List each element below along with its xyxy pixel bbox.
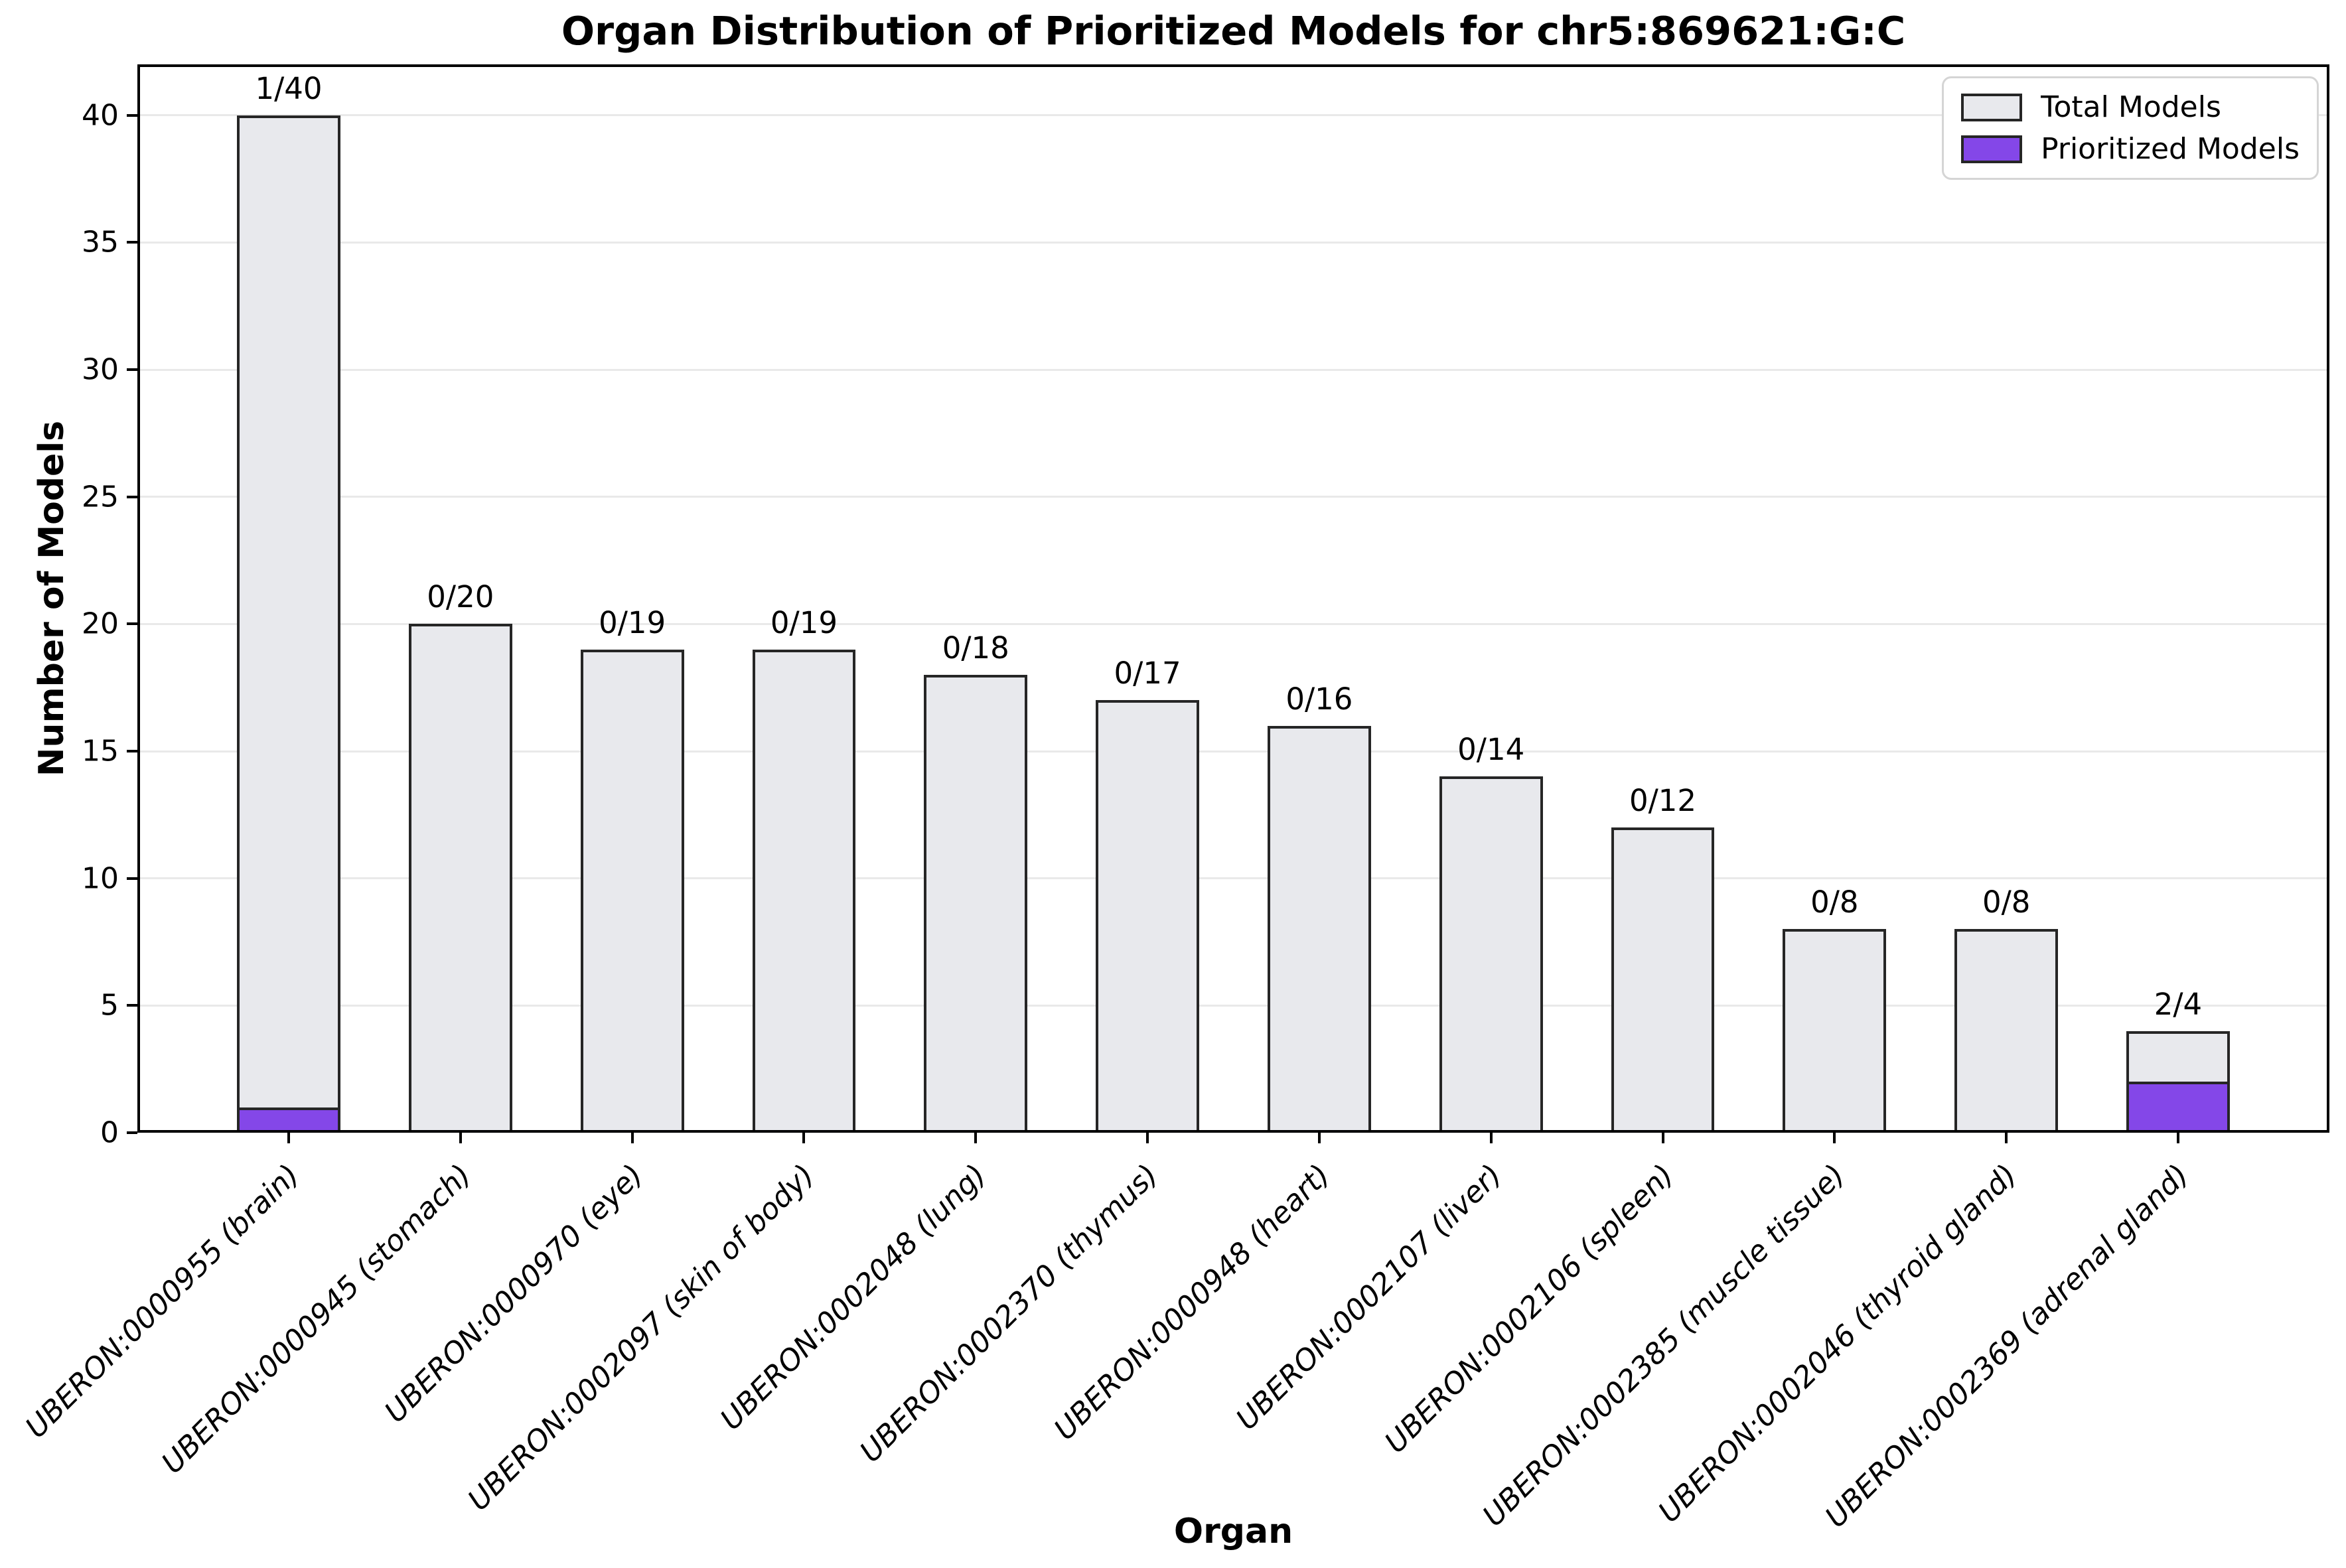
bar-value-label: 0/19 [599, 605, 666, 640]
y-tick-mark [127, 495, 137, 498]
bar-total [1439, 776, 1543, 1133]
gridline [137, 1004, 2329, 1007]
y-tick-mark [127, 113, 137, 117]
x-tick-mark [287, 1133, 291, 1143]
bar-value-label: 1/40 [255, 70, 323, 106]
y-tick-label: 40 [82, 98, 119, 133]
x-tick-mark [2176, 1133, 2179, 1143]
y-tick-mark [127, 1131, 137, 1134]
x-tick-mark [2005, 1133, 2008, 1143]
y-tick-mark [127, 877, 137, 880]
bar-value-label: 0/16 [1285, 681, 1353, 717]
chart-title: Organ Distribution of Prioritized Models… [561, 8, 1906, 54]
bar-total [1783, 929, 1887, 1133]
bar-value-label: 0/8 [1810, 885, 1859, 920]
y-tick-label: 20 [82, 606, 119, 641]
x-tick-mark [1833, 1133, 1836, 1143]
bar-value-label: 0/18 [942, 630, 1009, 666]
legend-label-prioritized: Prioritized Models [2041, 132, 2300, 166]
bar-total [1096, 700, 1199, 1133]
bar-value-label: 0/12 [1629, 783, 1697, 818]
gridline [137, 241, 2329, 244]
bar-value-label: 2/4 [2154, 986, 2203, 1022]
prioritized-models-swatch [1961, 135, 2023, 163]
legend-label-total: Total Models [2041, 90, 2221, 124]
y-tick-label: 5 [100, 988, 119, 1023]
gridline [137, 114, 2329, 117]
y-tick-mark [127, 622, 137, 626]
gridline [137, 622, 2329, 625]
gridline [137, 368, 2329, 371]
y-tick-mark [127, 750, 137, 752]
y-tick-mark [127, 1004, 137, 1007]
bar-value-label: 0/19 [770, 605, 838, 640]
total-models-swatch [1961, 93, 2023, 121]
y-tick-label: 25 [82, 480, 119, 514]
x-axis-label: Organ [1173, 1512, 1293, 1551]
bar-total [580, 649, 684, 1133]
bar-total [1268, 725, 1371, 1133]
y-tick-label: 0 [100, 1115, 119, 1150]
x-tick-mark [459, 1133, 462, 1143]
gridline [137, 877, 2329, 880]
x-tick-mark [1489, 1133, 1493, 1143]
bar-value-label: 0/14 [1457, 732, 1525, 768]
gridline [137, 750, 2329, 752]
y-tick-mark [127, 241, 137, 244]
bar-value-label: 0/20 [427, 579, 494, 615]
legend-entry-prioritized: Prioritized Models [1961, 132, 2300, 166]
y-tick-label: 35 [82, 225, 119, 259]
bar-total [1954, 929, 2059, 1133]
gridline [137, 496, 2329, 498]
plot-area: Total Models Prioritized Models 0 5 10 15 20… [19, 64, 2329, 1534]
y-tick-label: 15 [82, 734, 119, 768]
bar-total [237, 115, 340, 1133]
bar-value-label: 0/8 [1982, 885, 2031, 920]
x-tick-mark [1661, 1133, 1664, 1143]
x-tick-mark [802, 1133, 806, 1143]
x-tick-mark [1146, 1133, 1149, 1143]
y-tick-mark [127, 368, 137, 371]
bar-value-label: 0/17 [1114, 656, 1181, 691]
x-tick-mark [974, 1133, 978, 1143]
y-tick-label: 10 [82, 861, 119, 896]
y-tick-label: 30 [82, 352, 119, 387]
bar-total [752, 649, 856, 1133]
x-tick-mark [1317, 1133, 1321, 1143]
legend: Total Models Prioritized Models [1942, 76, 2319, 180]
y-axis-label: Number of Models [32, 420, 72, 777]
legend-entry-total: Total Models [1961, 90, 2300, 124]
bar-total [408, 624, 512, 1133]
bar-prioritized [2126, 1082, 2230, 1133]
x-tick-mark [630, 1133, 634, 1143]
bar-total [1611, 827, 1715, 1133]
bar-total [924, 675, 1028, 1133]
bar-prioritized [237, 1107, 340, 1133]
